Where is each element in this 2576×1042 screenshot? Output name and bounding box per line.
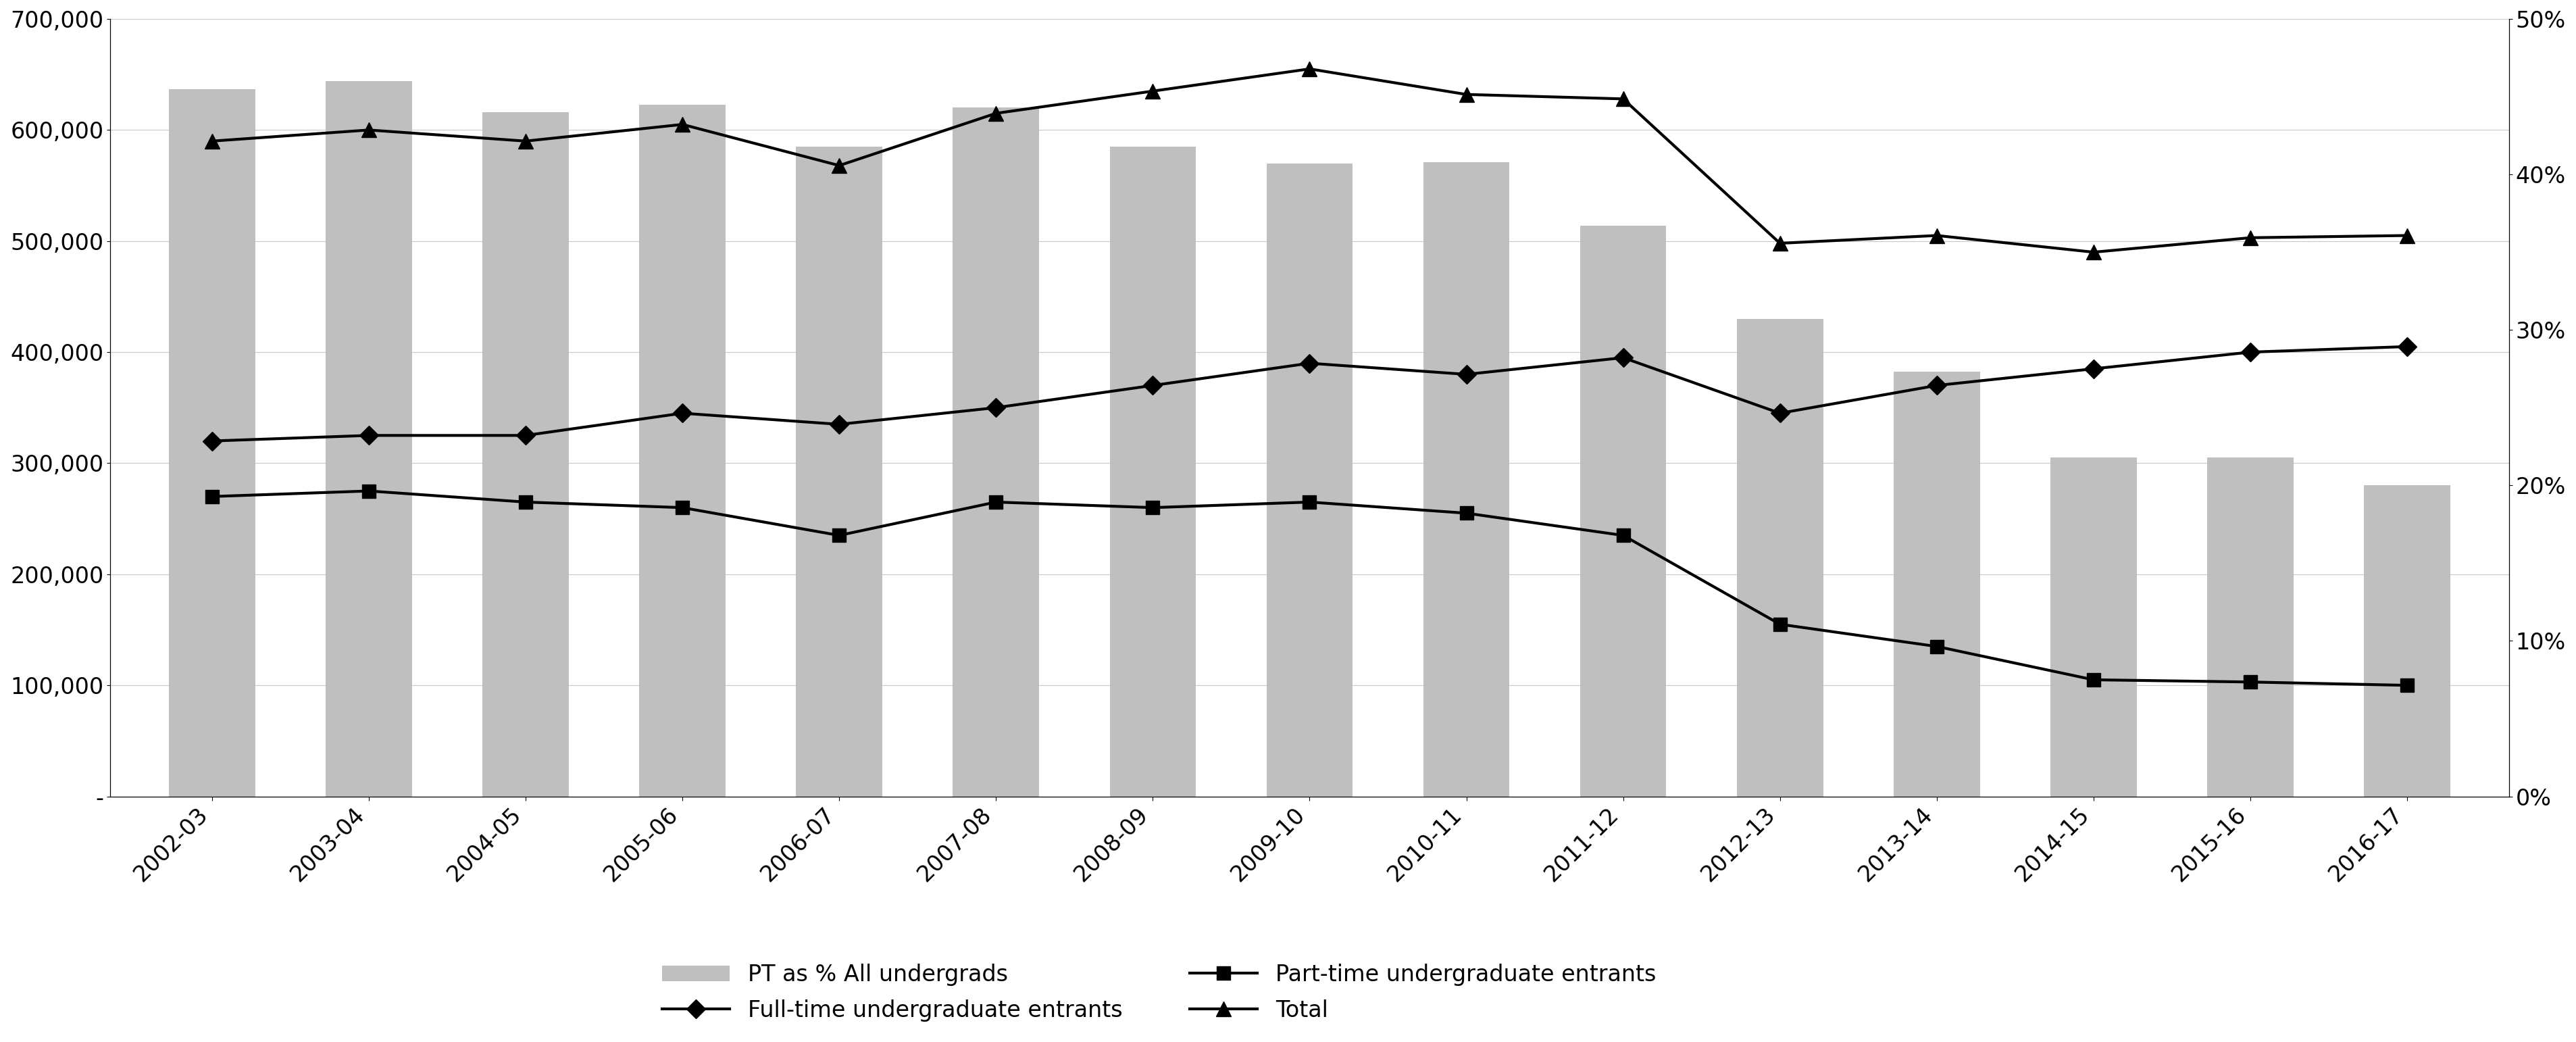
Bar xyxy=(1110,147,1195,796)
Bar xyxy=(639,104,726,796)
Bar xyxy=(325,81,412,796)
Bar xyxy=(796,147,884,796)
Bar xyxy=(1267,164,1352,796)
Bar xyxy=(953,107,1038,796)
Bar xyxy=(1893,372,1981,796)
Bar xyxy=(2050,457,2136,796)
Bar xyxy=(2208,457,2293,796)
Bar xyxy=(1736,319,1824,796)
Bar xyxy=(1425,162,1510,796)
Bar xyxy=(1579,226,1667,796)
Legend: PT as % All undergrads, Full-time undergraduate entrants, Part-time undergraduat: PT as % All undergrads, Full-time underg… xyxy=(654,954,1664,1031)
Bar xyxy=(2365,486,2450,796)
Bar xyxy=(170,89,255,796)
Bar xyxy=(482,113,569,796)
